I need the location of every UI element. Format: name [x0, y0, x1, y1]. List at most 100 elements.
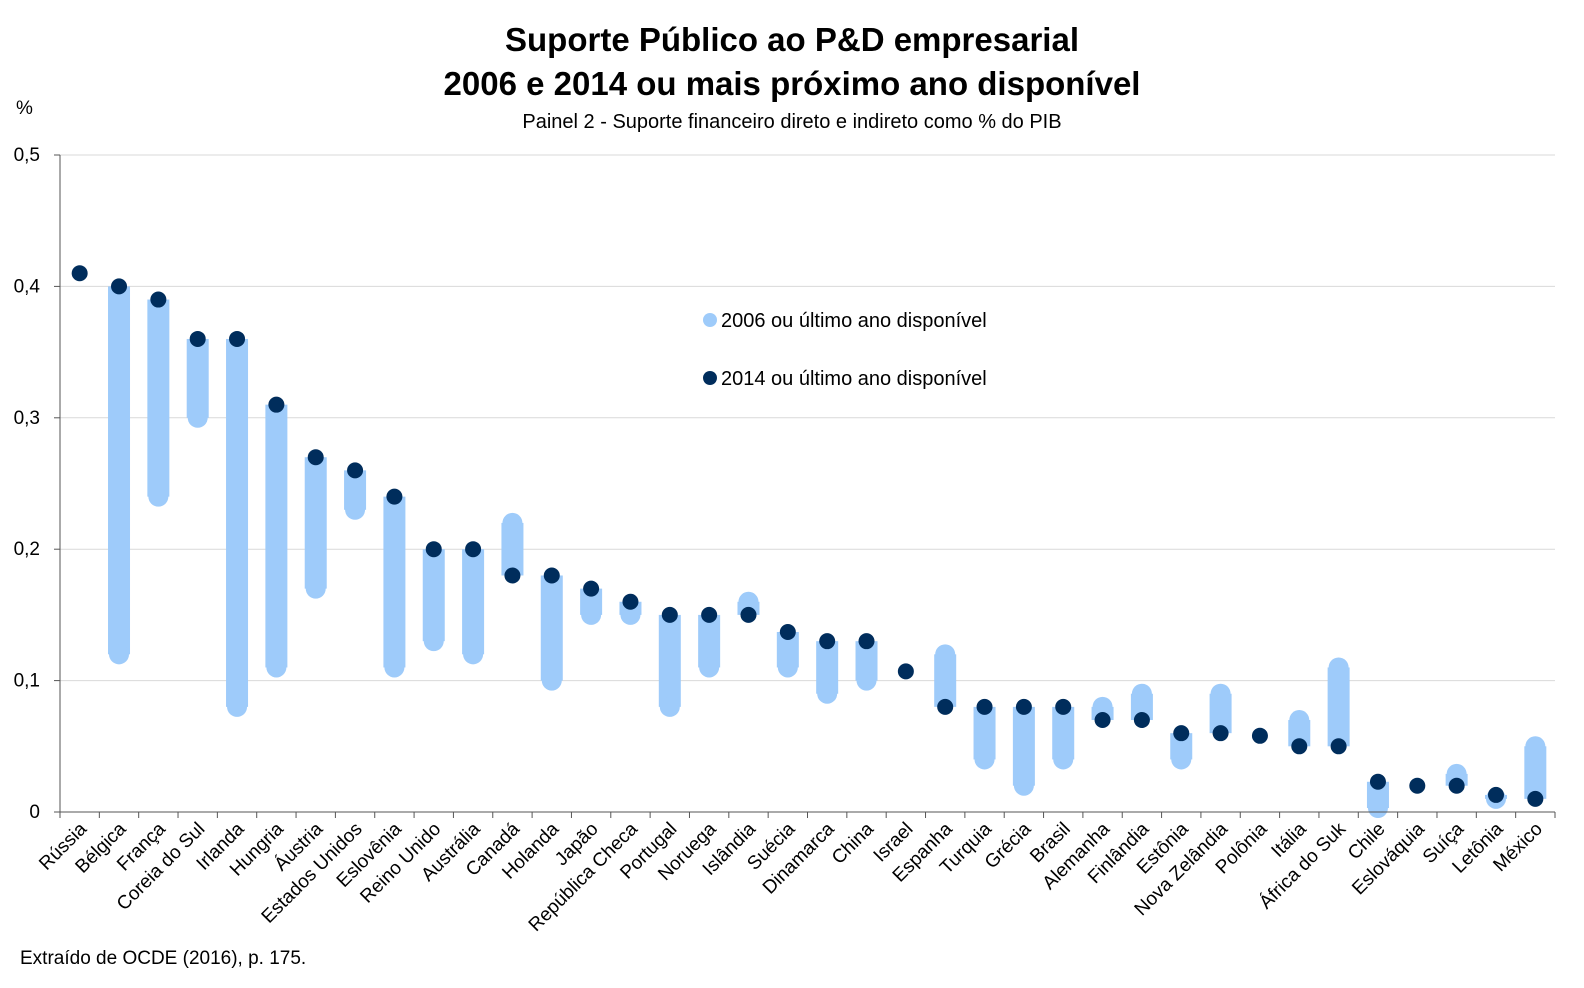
point-2014: [465, 541, 482, 558]
point-2014: [71, 265, 88, 282]
point-2014: [1212, 725, 1229, 742]
point-2006: [266, 657, 287, 678]
point-2006: [1328, 657, 1349, 678]
point-2006: [227, 696, 248, 717]
chart-title: Suporte Público ao P&D empresarial: [505, 21, 1079, 58]
range-bar: [383, 496, 406, 668]
point-2006: [384, 657, 405, 678]
legend-marker-2014: [703, 371, 717, 385]
range-bar: [462, 549, 485, 655]
point-2006: [502, 512, 523, 533]
point-2006: [1525, 736, 1546, 757]
point-2014: [1448, 777, 1465, 794]
point-2006: [974, 749, 995, 770]
point-2014: [937, 698, 954, 715]
point-2014: [976, 698, 993, 715]
point-2006: [777, 657, 798, 678]
legend-label-2014: 2014 ou último ano disponível: [721, 368, 987, 390]
point-2014: [386, 488, 403, 505]
range-bar: [1012, 706, 1035, 786]
gridlines: [60, 154, 1555, 682]
point-2014: [307, 449, 324, 466]
range-bar: [265, 404, 288, 668]
point-2014: [1094, 712, 1111, 729]
point-2006: [1210, 683, 1231, 704]
y-tick-label: 0: [29, 802, 40, 823]
point-2006: [1092, 696, 1113, 717]
x-tick-label: China: [828, 818, 878, 868]
y-tick-label: 0,1: [14, 671, 40, 692]
range-bar: [422, 549, 445, 642]
range-bar: [344, 470, 367, 510]
point-2006: [659, 696, 680, 717]
point-2014: [1487, 786, 1504, 803]
range-bar: [658, 614, 681, 707]
range-bar: [108, 286, 131, 655]
range-bar: [226, 338, 249, 707]
range-bar: [1327, 667, 1350, 747]
point-2014: [701, 606, 718, 623]
point-2014: [543, 567, 560, 584]
range-bar: [1052, 706, 1075, 760]
chart-subtitle: Painel 2 - Suporte financeiro direto e i…: [522, 111, 1062, 133]
x-tick-label: Grécia: [981, 818, 1036, 873]
point-2006: [109, 644, 130, 665]
point-2006: [345, 499, 366, 520]
point-2014: [583, 580, 600, 597]
point-2014: [425, 541, 442, 558]
point-2006: [817, 683, 838, 704]
range-bar: [973, 706, 996, 760]
legend-marker-2006: [703, 313, 717, 327]
point-2006: [1131, 683, 1152, 704]
range-bar: [934, 654, 957, 707]
range-bar: [186, 338, 209, 418]
point-2006: [620, 604, 641, 625]
point-2014: [189, 330, 206, 347]
range-bar: [147, 299, 170, 497]
point-2006: [1053, 749, 1074, 770]
y-tick-label: 0,4: [14, 276, 41, 297]
point-2014: [150, 291, 167, 308]
point-2006: [187, 407, 208, 428]
point-2014: [1291, 738, 1308, 755]
point-2006: [148, 486, 169, 507]
point-2014: [229, 330, 246, 347]
point-2014: [1055, 698, 1072, 715]
range-bar: [816, 641, 839, 694]
point-2014: [740, 606, 757, 623]
point-2014: [779, 623, 796, 640]
point-2014: [897, 663, 914, 680]
point-2014: [1015, 698, 1032, 715]
point-2014: [661, 606, 678, 623]
point-2014: [1133, 712, 1150, 729]
point-2006: [935, 644, 956, 665]
range-bar: [855, 641, 878, 681]
y-tick-label: 0,3: [14, 408, 40, 429]
point-2006: [581, 604, 602, 625]
point-2006: [856, 670, 877, 691]
point-2006: [1289, 710, 1310, 731]
point-2006: [541, 670, 562, 691]
range-bar: [1209, 693, 1232, 734]
source-note: Extraído de OCDE (2016), p. 175.: [20, 948, 307, 969]
range-bar: [698, 614, 721, 668]
y-tick-label: 0,5: [14, 145, 40, 166]
chart-title-line-2: 2006 e 2014 ou mais próximo ano disponív…: [443, 65, 1141, 102]
point-2014: [622, 593, 639, 610]
point-2006: [1446, 763, 1467, 784]
point-2014: [1409, 777, 1426, 794]
range-bar: [776, 631, 799, 668]
point-2014: [1527, 790, 1544, 807]
point-2006: [423, 631, 444, 652]
range-bar: [501, 522, 524, 576]
point-2014: [347, 462, 364, 479]
y-axis-unit-label: %: [16, 98, 33, 119]
point-2006: [699, 657, 720, 678]
point-2014: [268, 396, 285, 413]
legend-label-2006: 2006 ou último ano disponível: [721, 310, 987, 332]
point-2006: [738, 591, 759, 612]
point-2014: [1173, 725, 1190, 742]
range-bar: [540, 575, 563, 681]
point-2014: [819, 633, 836, 650]
point-2014: [111, 278, 128, 295]
